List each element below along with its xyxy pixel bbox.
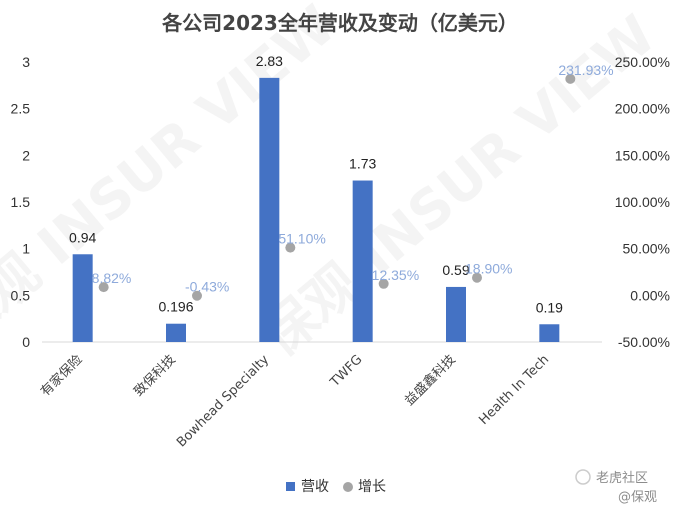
legend: 营收 增长 [286, 479, 386, 495]
revenue-data-label: 0.196 [158, 299, 193, 315]
left-tick-label: 3 [22, 54, 30, 70]
growth-data-label: 12.35% [372, 267, 419, 283]
right-tick-label: 50.00% [623, 241, 670, 257]
right-y-axis: -50.00% 0.00% 50.00% 100.00% 150.00% 200.00% 2… [615, 54, 670, 350]
revenue-bar [446, 286, 466, 342]
scatter-series: 8.82% -0.43% 51.10% 12.35% 18.90% 231.93% [92, 62, 614, 301]
growth-point [378, 278, 389, 289]
growth-point [98, 282, 109, 293]
growth-data-label: 51.10% [278, 231, 325, 247]
growth-point [285, 242, 296, 253]
growth-point [472, 272, 482, 283]
growth-data-label: 8.82% [92, 270, 132, 286]
right-tick-label: 0.00% [630, 287, 670, 303]
left-tick-label: 1 [22, 241, 30, 257]
right-tick-label: 150.00% [615, 147, 670, 163]
revenue-data-label: 0.94 [69, 229, 96, 245]
left-tick-label: 2.5 [11, 101, 31, 117]
left-y-axis: 0 0.5 1 1.5 2 2.5 3 [11, 54, 31, 350]
revenue-data-label: 0.19 [536, 299, 563, 315]
legend-marker-growth [343, 482, 353, 492]
category-label: Health In Tech [476, 352, 552, 428]
legend-label-growth: 增长 [358, 479, 386, 495]
left-tick-label: 1.5 [11, 194, 31, 210]
revenue-bar [539, 324, 560, 342]
category-label: Bowhead Specialty [174, 352, 272, 450]
growth-point [192, 290, 202, 301]
left-tick-label: 0.5 [11, 287, 31, 303]
category-label: 有家保险 [37, 352, 85, 400]
handle-watermark-text: @保观 [618, 490, 657, 505]
revenue-data-label: 1.73 [349, 156, 376, 172]
right-tick-label: 100.00% [615, 194, 670, 210]
category-label: TWFG [327, 352, 365, 390]
revenue-bar [352, 180, 373, 342]
right-tick-label: -50.00% [618, 334, 670, 350]
left-tick-label: 2 [22, 147, 30, 163]
right-tick-label: 200.00% [615, 101, 670, 117]
growth-point [565, 73, 576, 84]
revenue-data-label: 2.83 [256, 53, 283, 69]
revenue-bar [72, 254, 93, 342]
bar-series: 0.94 0.196 2.83 1.73 0.59 0.19 [69, 53, 563, 342]
revenue-data-label: 0.59 [442, 262, 469, 278]
category-label: 益盛鑫科技 [402, 352, 459, 409]
legend-swatch-revenue [286, 482, 295, 491]
revenue-bar [166, 323, 186, 342]
corner-watermark: 老虎社区 @保观 [575, 469, 657, 505]
right-tick-label: 250.00% [615, 54, 670, 70]
growth-data-label: 18.90% [465, 261, 512, 277]
growth-data-label: 231.93% [558, 62, 613, 78]
category-label: 致保科技 [131, 352, 178, 399]
left-tick-label: 0 [22, 334, 30, 350]
growth-data-label: -0.43% [185, 279, 229, 295]
chart-title: 各公司2023全年营收及变动（亿美元） [161, 11, 518, 35]
tiger-logo-icon [575, 469, 591, 485]
legend-label-revenue: 营收 [301, 479, 329, 495]
brand-watermark-text: 老虎社区 [596, 470, 648, 486]
revenue-bar [259, 77, 280, 342]
